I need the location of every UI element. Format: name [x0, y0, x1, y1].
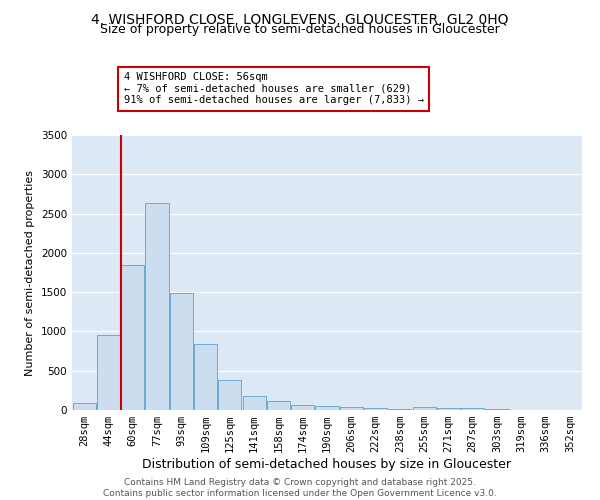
Text: 4 WISHFORD CLOSE: 56sqm
← 7% of semi-detached houses are smaller (629)
91% of se: 4 WISHFORD CLOSE: 56sqm ← 7% of semi-det…: [124, 72, 424, 106]
Bar: [388, 409, 412, 410]
Bar: [461, 408, 484, 410]
Bar: [485, 409, 509, 410]
Bar: [170, 293, 193, 410]
Bar: [97, 336, 120, 410]
Text: Size of property relative to semi-detached houses in Gloucester: Size of property relative to semi-detach…: [100, 22, 500, 36]
Bar: [73, 403, 95, 410]
Y-axis label: Number of semi-detached properties: Number of semi-detached properties: [25, 170, 35, 376]
X-axis label: Distribution of semi-detached houses by size in Gloucester: Distribution of semi-detached houses by …: [143, 458, 511, 471]
Bar: [242, 396, 266, 410]
Text: 4, WISHFORD CLOSE, LONGLEVENS, GLOUCESTER, GL2 0HQ: 4, WISHFORD CLOSE, LONGLEVENS, GLOUCESTE…: [91, 12, 509, 26]
Bar: [437, 408, 460, 410]
Bar: [413, 407, 436, 410]
Bar: [316, 406, 338, 410]
Bar: [267, 402, 290, 410]
Bar: [340, 407, 363, 410]
Bar: [194, 344, 217, 410]
Bar: [145, 204, 169, 410]
Bar: [291, 404, 314, 410]
Text: Contains HM Land Registry data © Crown copyright and database right 2025.
Contai: Contains HM Land Registry data © Crown c…: [103, 478, 497, 498]
Bar: [121, 264, 144, 410]
Bar: [364, 408, 387, 410]
Bar: [218, 380, 241, 410]
